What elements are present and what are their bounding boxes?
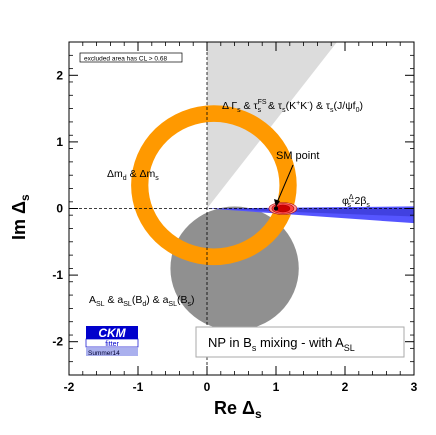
footer-box — [195, 326, 405, 358]
sm-point-arrow — [275, 164, 294, 206]
axis-ticks: -2 -1 0 1 2 3 -2 -1 0 1 2 — [52, 41, 418, 394]
logo-bottom-text: fitter — [105, 341, 119, 348]
cl-note-box — [79, 52, 183, 63]
y-tick-label: 0 — [56, 202, 63, 216]
sm-point-region — [268, 202, 298, 215]
dm-label: Δmd & Δms — [107, 168, 159, 182]
summer-text: Summer14 — [88, 350, 120, 357]
ckmfitter-logo: CKM fitter Summer14 — [85, 326, 139, 357]
y-tick-label: 1 — [56, 135, 63, 149]
y-tick-label: -2 — [52, 335, 63, 349]
asl-label: ASL & aSL(Bd) & aSL(Bs) — [89, 294, 194, 308]
x-axis-title: Re Δs — [214, 398, 262, 421]
summer-box — [86, 348, 138, 356]
cl-note-text: excluded area has CL > 0.68 — [84, 56, 167, 63]
y-axis-title: Im Δs — [9, 194, 32, 240]
logo-top-box — [86, 326, 138, 339]
y-tick-label: 2 — [56, 68, 63, 82]
y-tick-label: -1 — [52, 268, 63, 282]
phi-label: φΔ s-2βs — [342, 194, 370, 209]
plot-area — [69, 42, 414, 375]
region-gamma-wedge — [207, 42, 337, 209]
sm-point-label: SM point — [276, 150, 319, 162]
sm-point-marker — [273, 206, 279, 211]
logo-bottom-box — [85, 338, 139, 348]
x-tick-label: -1 — [133, 380, 144, 394]
x-tick-label: 1 — [273, 380, 280, 394]
x-tick-label: 0 — [204, 380, 211, 394]
sm-point-arrowhead — [274, 199, 280, 207]
footer-text: NP in Bs mixing - with ASL — [208, 335, 355, 353]
logo-top-text: CKM — [98, 326, 126, 340]
x-tick-label: 2 — [342, 380, 349, 394]
x-tick-label: -2 — [64, 380, 75, 394]
gamma-label: Δ Γs & τFS s & τs(K+K-) & τs(J/ψf0) — [222, 99, 363, 114]
x-tick-label: 3 — [411, 380, 418, 394]
region-phi-core — [207, 208, 414, 217]
